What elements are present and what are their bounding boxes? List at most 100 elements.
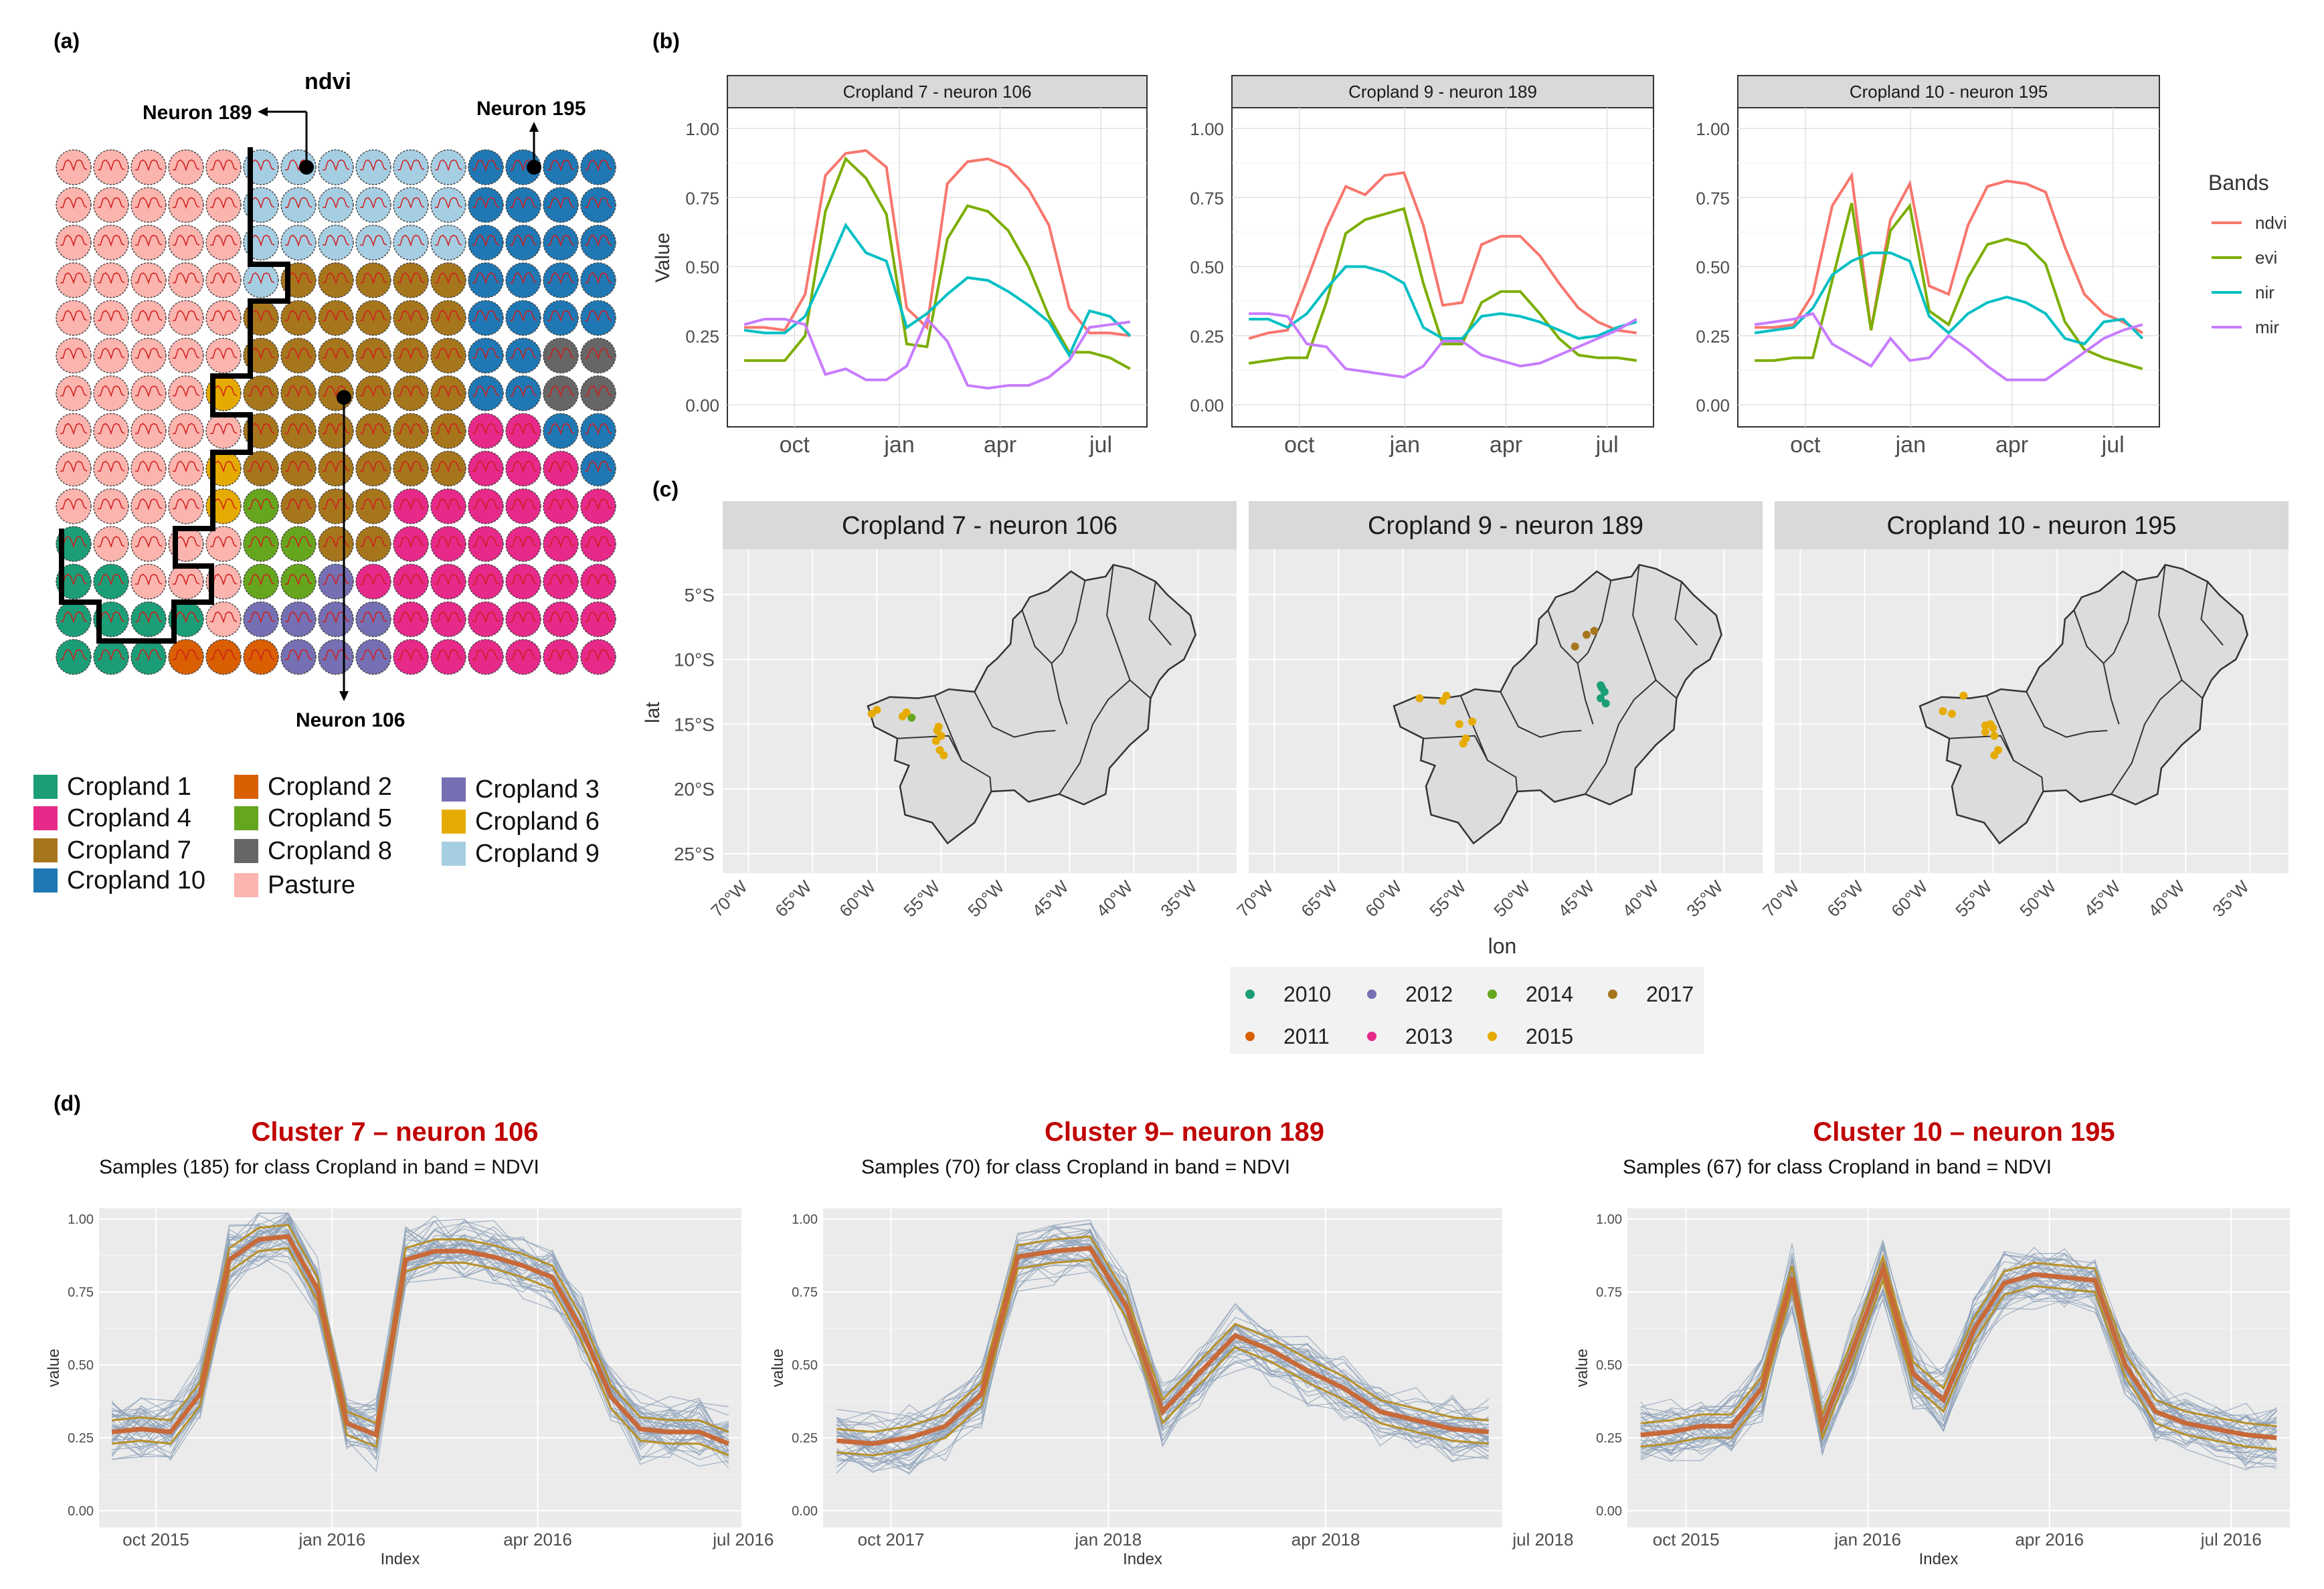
y-tick-label: 0.00 xyxy=(68,1504,94,1519)
state-boundary xyxy=(2158,565,2183,680)
x-tick-label: 50°W xyxy=(964,876,1008,921)
quantile-line xyxy=(1640,1277,2277,1451)
y-tick-label: 25°S xyxy=(674,844,715,864)
neuron-ndvi-sparkline xyxy=(510,573,537,586)
neuron-ndvi-sparkline xyxy=(60,234,88,247)
legend-swatch xyxy=(33,868,58,893)
neuron-ndvi-sparkline xyxy=(397,648,425,661)
x-tick-label: 55°W xyxy=(1951,876,1996,921)
som-neuron xyxy=(468,563,504,600)
neuron-ndvi-sparkline xyxy=(60,347,88,360)
sample-point-2014 xyxy=(907,713,916,722)
sample-point-2015 xyxy=(1990,751,1999,759)
neuron-ndvi-sparkline xyxy=(585,347,612,360)
legend-swatch xyxy=(234,806,258,830)
x-tick-label: oct 2015 xyxy=(122,1529,189,1550)
sample-map-panel: lat lon Cropland 7 - neuron 106 70°W 65°W 6… xyxy=(642,501,2289,1054)
neuron-ndvi-sparkline xyxy=(173,234,200,247)
arrow-head xyxy=(339,691,349,701)
neuron-ndvi-sparkline xyxy=(435,197,462,209)
band-profile-facet: Cropland 7 - neuron 106 0.00 0.25 0.50 0.75 1… xyxy=(685,75,1148,458)
som-neuron xyxy=(430,187,466,223)
series-line-evi xyxy=(1755,202,2143,371)
neuron-ndvi-sparkline xyxy=(585,310,612,322)
sample-line xyxy=(112,1225,729,1451)
neuron-ndvi-sparkline xyxy=(323,234,350,247)
neuron-ndvi-sparkline xyxy=(360,573,387,586)
neuron-ndvi-sparkline xyxy=(547,648,575,661)
neuron-ndvi-sparkline xyxy=(60,197,88,209)
legend-label: Cropland 6 xyxy=(475,808,600,836)
y-tick-label: 0.00 xyxy=(792,1504,818,1519)
neuron-ndvi-sparkline xyxy=(585,272,612,284)
x-tick-label: jul xyxy=(1089,432,1112,458)
neuron-ndvi-sparkline xyxy=(210,648,238,661)
legend-label: Cropland 4 xyxy=(67,804,191,832)
som-grid-panel: ndvi Neuron 189 Neuron 195 Neuron 106 Cr… xyxy=(33,69,616,899)
som-neuron xyxy=(468,262,504,298)
legend-label: Cropland 8 xyxy=(268,837,392,865)
x-tick-label: jan 2016 xyxy=(298,1529,365,1550)
som-neuron xyxy=(243,450,279,487)
som-neuron xyxy=(56,563,92,600)
neuron-ndvi-sparkline xyxy=(435,498,462,510)
x-tick-label: 55°W xyxy=(1425,876,1470,921)
neuron-ndvi-sparkline xyxy=(135,272,163,284)
y-tick-label: 0.50 xyxy=(1696,258,1730,278)
som-neuron xyxy=(318,639,354,675)
band-profile-panel: Value Cropland 7 - neuron 106 0.00 0.25 0.5… xyxy=(652,75,2287,458)
som-neuron xyxy=(355,488,391,525)
legend-swatch xyxy=(442,842,466,866)
arrow-head xyxy=(258,107,268,116)
x-axis-label: Index xyxy=(381,1550,420,1568)
neuron-ndvi-sparkline xyxy=(472,573,500,586)
som-neuron xyxy=(93,224,129,261)
legend-swatch xyxy=(234,775,258,799)
som-neuron xyxy=(56,262,92,298)
neuron-ndvi-sparkline xyxy=(397,159,425,171)
som-neuron xyxy=(355,224,391,261)
som-neuron xyxy=(243,488,279,525)
neuron-ndvi-sparkline xyxy=(210,197,238,209)
neuron-ndvi-sparkline xyxy=(173,648,200,661)
neuron-ndvi-sparkline xyxy=(98,385,125,397)
som-neuron xyxy=(243,601,279,638)
som-neuron xyxy=(318,450,354,487)
state-boundary xyxy=(1059,679,1152,795)
state-boundary xyxy=(2111,679,2204,795)
x-tick-label: 35°W xyxy=(1682,876,1727,921)
neuron-ndvi-sparkline xyxy=(435,347,462,360)
som-neuron xyxy=(56,526,92,562)
neuron-ndvi-sparkline xyxy=(435,460,462,473)
state-boundary xyxy=(2103,580,2138,664)
som-neuron xyxy=(543,450,579,487)
som-boundary-lines xyxy=(59,107,541,701)
cluster-facet: Cluster 10 – neuron 195 Samples (67) for … xyxy=(1573,1117,2290,1568)
som-neuron xyxy=(430,413,466,449)
x-tick-label: 65°W xyxy=(1297,876,1342,921)
som-neuron xyxy=(505,187,541,223)
legend-label: Cropland 5 xyxy=(268,804,392,832)
neuron-ndvi-sparkline xyxy=(585,611,612,624)
y-tick-label: 0.50 xyxy=(1190,258,1224,278)
som-neuron xyxy=(355,375,391,411)
neuron-ndvi-sparkline xyxy=(585,234,612,247)
x-tick-label: 40°W xyxy=(1618,876,1663,921)
x-tick-label: 60°W xyxy=(1887,876,1932,921)
state-boundary xyxy=(1949,735,2014,761)
x-tick-label: jul xyxy=(2101,432,2125,458)
neuron-ndvi-sparkline xyxy=(60,498,88,510)
band-profile-ylabel: Value xyxy=(652,233,674,283)
som-neuron xyxy=(56,601,92,638)
y-tick-label: 0.25 xyxy=(1190,326,1224,347)
neuron-ndvi-sparkline xyxy=(323,385,350,397)
neuron-ndvi-sparkline xyxy=(285,234,312,247)
quantile-line xyxy=(1640,1253,2277,1428)
median-line xyxy=(836,1245,1489,1446)
legend-dot xyxy=(1245,990,1255,999)
series-line-mir xyxy=(1754,312,2143,381)
legend-swatch xyxy=(442,810,466,834)
neuron-ndvi-sparkline xyxy=(173,272,200,284)
x-tick-label: 70°W xyxy=(707,876,751,921)
y-tick-label: 1.00 xyxy=(68,1212,94,1227)
